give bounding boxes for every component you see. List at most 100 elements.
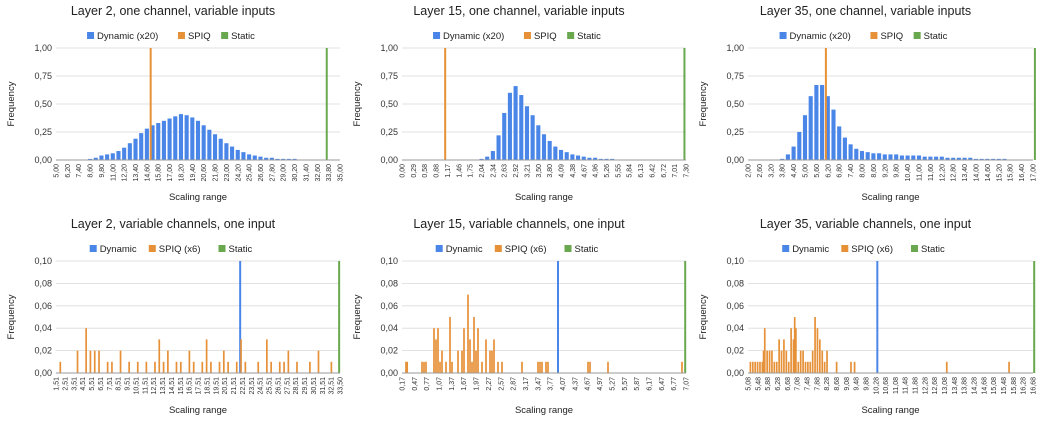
x-tick-label: 7,40 <box>848 164 855 178</box>
bar <box>818 339 821 373</box>
x-tick-label: 14,60 <box>985 164 992 182</box>
x-tick-label: 9,80 <box>894 164 901 178</box>
x-tick-label: 8,68 <box>834 377 841 391</box>
bar <box>593 157 598 160</box>
x-tick-label: 4,38 <box>570 164 577 178</box>
x-tick-label: 23,00 <box>224 164 231 182</box>
x-tick-label: 20,51 <box>222 377 229 395</box>
x-tick-label: 4,40 <box>791 164 798 178</box>
bar <box>167 118 172 160</box>
bar <box>150 125 155 160</box>
bar <box>547 361 549 373</box>
bar <box>449 317 451 373</box>
chart-panel-3: Layer 35, one channel, variable inputs Dy… <box>692 0 1039 213</box>
bar <box>570 154 575 160</box>
chart-panel-6: Layer 35, variable channels, one input Dy… <box>692 213 1039 427</box>
x-tick-label: 13,48 <box>952 377 959 395</box>
x-tick-label: 0,77 <box>424 377 431 391</box>
bar <box>105 154 110 160</box>
bar <box>1008 361 1010 373</box>
x-tick-label: 1,07 <box>437 377 444 391</box>
bar <box>859 151 865 160</box>
bar <box>265 339 268 373</box>
bar <box>537 361 539 373</box>
x-tick-label: 7,07 <box>684 377 691 391</box>
bar <box>156 123 161 160</box>
x-tick-label: 15,80 <box>156 164 163 182</box>
x-tick-label: 11,00 <box>917 164 924 181</box>
bar <box>842 137 847 160</box>
x-tick-label: 6,72 <box>661 164 668 178</box>
bar <box>780 350 783 373</box>
x-tick-label: 3,51 <box>71 377 78 391</box>
legend-swatch-2 <box>148 245 156 252</box>
x-tick-label: 21,51 <box>231 377 238 395</box>
bar <box>178 114 184 160</box>
bar <box>823 361 826 373</box>
y-tick-label: 0,04 <box>380 323 398 333</box>
bar <box>210 361 212 373</box>
chart-panel-2: Layer 15, one channel, variable inputs Dy… <box>346 0 692 213</box>
x-tick-label: 4,96 <box>593 164 600 178</box>
bar <box>485 339 487 373</box>
x-axis-title: Scaling range <box>515 405 573 416</box>
x-tick-label: 2,04 <box>479 164 486 178</box>
bar <box>116 151 121 160</box>
x-tick-label: 8,00 <box>860 164 867 178</box>
x-tick-label: 5,26 <box>604 164 611 178</box>
bar <box>785 154 790 160</box>
bar <box>541 361 543 373</box>
bar <box>804 361 807 373</box>
bar <box>119 350 122 373</box>
y-tick-label: 1,00 <box>726 43 744 53</box>
legend-label-1: Dynamic (x20) <box>790 31 851 42</box>
legend-label-1: Dynamic (x20) <box>443 31 504 42</box>
bar <box>882 154 887 160</box>
bar <box>513 86 518 160</box>
chart-1-svg: Layer 2, one channel, variable inputs Dyn… <box>6 4 345 203</box>
x-tick-label: 12,68 <box>932 377 939 395</box>
x-tick-label: 31,51 <box>320 377 327 395</box>
y-tick-label: 0,00 <box>34 368 52 378</box>
x-tick-label: 29,51 <box>302 377 309 395</box>
bar <box>985 158 990 160</box>
x-tick-label: 12,28 <box>922 377 929 395</box>
bar <box>270 361 273 373</box>
x-tick-label: 8,28 <box>824 377 831 391</box>
bar <box>201 361 204 373</box>
bar <box>1002 158 1007 160</box>
bar <box>88 158 93 160</box>
x-tick-label: 9,88 <box>863 377 870 391</box>
x-tick-label: 2,87 <box>511 377 518 391</box>
y-tick-label: 0,10 <box>726 256 744 266</box>
x-tick-label: 14,00 <box>974 164 981 182</box>
y-tick-label: 0,00 <box>34 155 52 165</box>
bar <box>257 361 260 373</box>
bar <box>539 361 541 373</box>
bar <box>547 140 552 160</box>
bar <box>825 96 830 160</box>
x-axis-title: Scaling range <box>861 192 919 203</box>
y-tick-label: 1,00 <box>380 43 398 53</box>
bar <box>489 350 491 373</box>
bar <box>252 155 257 160</box>
x-tick-label: 4,07 <box>560 377 567 391</box>
bar <box>467 294 469 373</box>
bar <box>759 361 761 373</box>
x-tick-label: 10,51 <box>133 377 140 395</box>
x-tick-label: 1,67 <box>461 377 468 391</box>
bar <box>85 328 87 373</box>
x-tick-label: 10,40 <box>905 164 912 182</box>
bar <box>564 152 569 160</box>
bar <box>877 153 882 160</box>
x-tick-label: 7,01 <box>672 164 679 178</box>
x-tick-label: 4,97 <box>597 377 604 391</box>
x-tick-label: 6,47 <box>659 377 666 391</box>
x-tick-label: 6,13 <box>638 164 645 178</box>
x-tick-label: 4,67 <box>581 164 588 178</box>
bar <box>167 350 169 373</box>
x-tick-label: 12,80 <box>951 164 958 182</box>
x-tick-label: 29,00 <box>281 164 288 182</box>
bar <box>161 120 166 160</box>
bar <box>762 350 765 373</box>
